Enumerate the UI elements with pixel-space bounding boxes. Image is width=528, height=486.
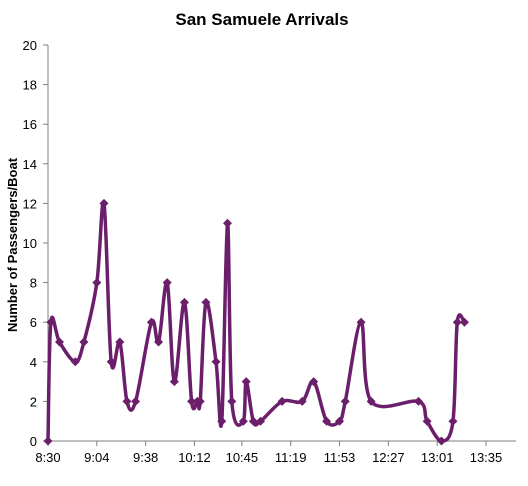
data-point-marker xyxy=(277,396,287,406)
data-point-marker xyxy=(99,198,109,208)
data-point-marker xyxy=(448,416,458,426)
y-tick-label: 2 xyxy=(30,394,37,409)
data-point-marker xyxy=(340,396,350,406)
data-point-marker xyxy=(422,416,432,426)
x-tick-label: 11:19 xyxy=(275,450,307,465)
chart-title: San Samuele Arrivals xyxy=(175,10,348,29)
x-tick-label: 11:53 xyxy=(324,450,356,465)
data-point-marker xyxy=(366,396,376,406)
data-point-marker xyxy=(46,317,56,327)
x-tick-label: 10:12 xyxy=(178,450,211,465)
x-tick-label: 9:04 xyxy=(84,450,109,465)
y-tick-label: 8 xyxy=(30,276,37,291)
series-layer xyxy=(43,198,469,446)
data-point-marker xyxy=(297,396,307,406)
data-point-marker xyxy=(217,416,227,426)
data-point-marker xyxy=(146,317,156,327)
data-point-marker xyxy=(70,357,80,367)
data-point-marker xyxy=(256,416,266,426)
x-tick-label: 12:27 xyxy=(372,450,405,465)
data-point-marker xyxy=(187,396,197,406)
data-point-marker xyxy=(241,377,251,387)
data-point-marker xyxy=(162,278,172,288)
data-point-marker xyxy=(322,416,332,426)
y-tick-label: 18 xyxy=(23,78,37,93)
x-tick-label: 13:01 xyxy=(421,450,454,465)
data-point-marker xyxy=(122,396,132,406)
data-point-marker xyxy=(459,317,469,327)
y-tick-label: 10 xyxy=(23,236,37,251)
y-tick-label: 4 xyxy=(30,355,37,370)
data-point-marker xyxy=(356,317,366,327)
data-point-marker xyxy=(309,377,319,387)
data-point-marker xyxy=(248,416,258,426)
series-line xyxy=(46,199,467,443)
data-point-marker xyxy=(335,416,345,426)
data-point-marker xyxy=(238,416,248,426)
y-tick-label: 16 xyxy=(23,117,37,132)
y-tick-label: 6 xyxy=(30,315,37,330)
y-tick-label: 12 xyxy=(23,196,37,211)
y-tick-label: 20 xyxy=(23,38,37,53)
x-tick-label: 8:30 xyxy=(35,450,60,465)
data-point-marker xyxy=(223,218,233,228)
x-tick-label: 9:38 xyxy=(133,450,158,465)
data-point-marker xyxy=(227,396,237,406)
y-tick-label: 0 xyxy=(30,434,37,449)
data-point-marker xyxy=(131,396,141,406)
data-point-marker xyxy=(43,436,53,446)
data-point-marker xyxy=(201,297,211,307)
data-point-marker xyxy=(179,297,189,307)
y-axis-ticks: 0 2 4 6 8 10 12 14 16 18 20 xyxy=(23,38,48,449)
data-point-marker xyxy=(414,396,424,406)
x-axis-ticks: 8:30 9:04 9:38 10:12 10:45 11:19 11:53 12:27 13:… xyxy=(35,441,502,465)
data-point-marker xyxy=(452,317,462,327)
data-point-marker xyxy=(154,337,164,347)
data-point-marker xyxy=(211,357,221,367)
data-point-marker xyxy=(195,396,205,406)
y-tick-label: 14 xyxy=(23,157,37,172)
data-point-marker xyxy=(436,436,446,446)
data-point-marker xyxy=(79,337,89,347)
data-point-marker xyxy=(54,337,64,347)
data-point-marker xyxy=(92,278,102,288)
x-tick-label: 13:35 xyxy=(470,450,503,465)
y-axis-title: Number of Passengers/Boat xyxy=(5,157,20,332)
x-tick-label: 10:45 xyxy=(226,450,259,465)
data-point-marker xyxy=(169,377,179,387)
data-point-marker xyxy=(106,357,116,367)
data-point-marker xyxy=(115,337,125,347)
